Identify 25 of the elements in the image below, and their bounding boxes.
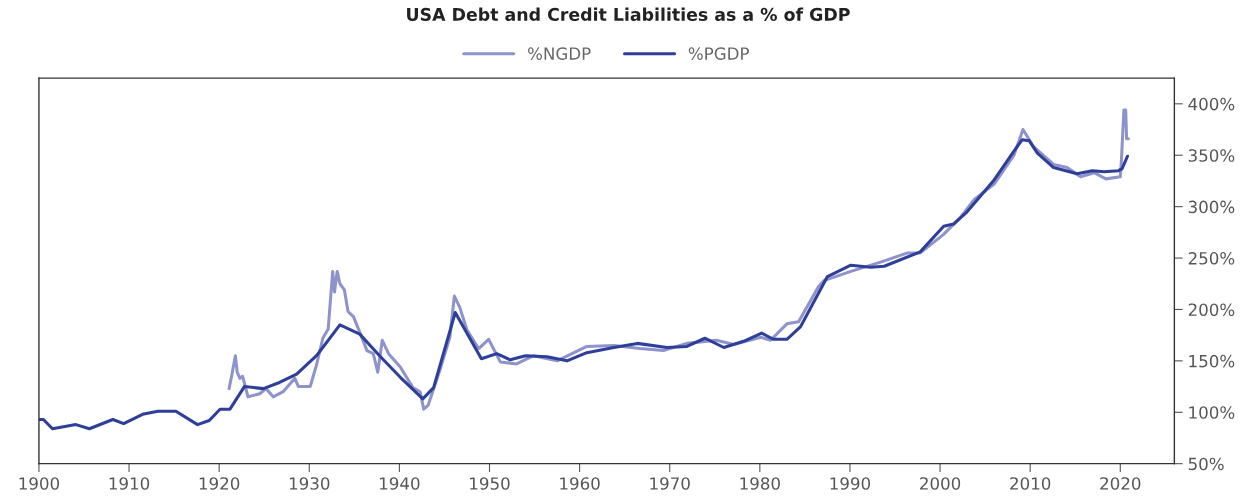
y-tick-label: 250% [1188,252,1235,265]
x-tick-label: 2010 [1010,477,1051,490]
x-tick-label: 2020 [1100,477,1141,490]
y-tick-label: 400% [1188,97,1235,111]
y-tick-label: 100% [1189,406,1235,419]
legend-label: %PGDP [688,47,749,60]
x-tick-label: 1970 [650,477,690,490]
x-tick-label: 1950 [470,477,510,490]
x-tick-label: 2000 [920,477,961,490]
y-tick-label: 200% [1188,303,1235,317]
x-tick-label: 1930 [289,477,330,490]
y-tick-label: 50% [1188,457,1224,471]
x-tick-label: 1920 [199,477,240,490]
y-tick-label: 350% [1188,149,1235,162]
x-tick-label: 1990 [830,477,871,490]
line-series [38,138,1130,431]
x-tick-label: 1940 [380,477,420,490]
y-tick-label: 150% [1189,354,1235,368]
x-tick-label: 1900 [19,477,60,490]
legend-label: %NGDP [528,47,591,60]
x-tick-label: 1960 [560,477,600,490]
x-tick-label: 1980 [740,477,780,490]
x-tick-label: 1910 [109,477,150,490]
chart-title: USA Debt and Credit Liabilities as a % of GDP [407,7,850,21]
y-tick-label: 300% [1188,200,1235,214]
